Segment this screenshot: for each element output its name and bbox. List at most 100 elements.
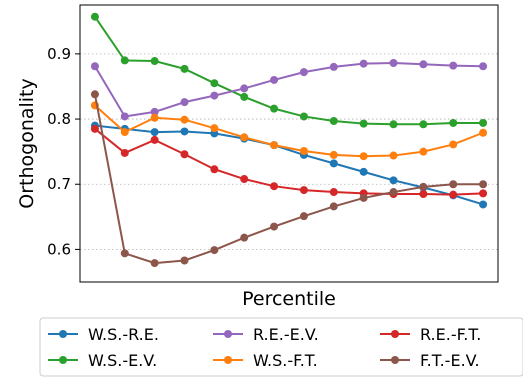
data-point [359, 152, 368, 161]
data-point [419, 60, 428, 69]
legend: W.S.-R.E. W.S.-E.V. R.E.-E.V. W.S.-F.T. R.E.… [39, 317, 523, 377]
data-point [419, 147, 428, 156]
data-point [479, 180, 488, 189]
legend-marker [224, 330, 232, 338]
series-line [94, 62, 484, 118]
series-lines [90, 12, 488, 268]
series-line [94, 104, 484, 158]
y-tick-label: 0.6 [47, 240, 71, 258]
data-point [120, 112, 129, 121]
data-point [449, 118, 458, 127]
data-point [389, 188, 398, 197]
series-line [94, 16, 484, 126]
data-point [329, 159, 338, 168]
data-point [389, 151, 398, 160]
grid-lines [80, 53, 498, 250]
data-point [359, 119, 368, 128]
data-point [270, 141, 279, 150]
legend-label: F.T.-E.V. [420, 351, 480, 370]
data-point [240, 233, 249, 242]
data-point [389, 176, 398, 185]
series-re-ev [90, 59, 488, 121]
legend-label: R.E.-E.V. [253, 325, 319, 344]
data-point [449, 190, 458, 199]
data-point [240, 92, 249, 101]
data-point [329, 62, 338, 71]
data-point [90, 90, 99, 99]
data-point [299, 186, 308, 195]
data-point [329, 150, 338, 159]
y-tick-label: 0.8 [47, 110, 71, 128]
series-ft-ev [90, 90, 488, 268]
y-tick-label: 0.7 [47, 175, 71, 193]
data-point [479, 128, 488, 137]
data-point [329, 202, 338, 211]
data-point [299, 146, 308, 155]
legend-marker [391, 356, 399, 364]
legend-marker [224, 356, 232, 364]
x-axis-label: Percentile [242, 288, 336, 310]
data-point [419, 190, 428, 199]
data-point [479, 118, 488, 127]
data-point [270, 222, 279, 231]
data-point [449, 61, 458, 70]
data-point [150, 259, 159, 268]
y-axis-ticks: 0.6 0.7 0.8 0.9 [47, 45, 80, 258]
data-point [419, 120, 428, 129]
data-point [150, 57, 159, 66]
legend-item: W.S.-F.T. [213, 351, 318, 370]
data-point [479, 62, 488, 71]
data-point [150, 107, 159, 116]
data-point [389, 59, 398, 68]
legend-item: F.T.-E.V. [380, 351, 480, 370]
data-point [180, 98, 189, 107]
data-point [120, 148, 129, 157]
data-point [180, 64, 189, 73]
data-point [449, 180, 458, 189]
data-point [479, 200, 488, 209]
data-point [389, 120, 398, 129]
legend-marker [391, 330, 399, 338]
legend-label: R.E.-F.T. [420, 325, 481, 344]
legend-item: R.E.-E.V. [213, 325, 319, 344]
plot-frame [79, 4, 499, 283]
data-point [180, 256, 189, 265]
data-point [210, 246, 219, 255]
data-point [120, 128, 129, 137]
legend-label: W.S.-E.V. [88, 351, 157, 370]
data-point [329, 188, 338, 197]
data-point [419, 182, 428, 191]
data-point [150, 128, 159, 137]
data-point [210, 165, 219, 174]
data-point [270, 104, 279, 113]
data-point [299, 212, 308, 221]
data-point [210, 124, 219, 133]
data-point [359, 167, 368, 176]
y-tick-label: 0.9 [47, 45, 71, 63]
data-point [180, 115, 189, 124]
legend-item: R.E.-F.T. [380, 325, 481, 344]
data-point [210, 79, 219, 88]
data-point [150, 135, 159, 144]
legend-label: W.S.-R.E. [88, 325, 159, 344]
data-point [449, 140, 458, 149]
data-point [240, 133, 249, 142]
legend-marker [59, 330, 67, 338]
series-line [94, 124, 484, 206]
data-point [479, 189, 488, 198]
data-point [90, 12, 99, 21]
data-point [329, 117, 338, 126]
legend-box [39, 317, 523, 377]
y-axis-label: Orthogonality [16, 78, 38, 209]
series-ws-ft [90, 101, 488, 161]
data-point [120, 249, 129, 258]
data-point [90, 124, 99, 133]
series-line [93, 94, 484, 265]
data-point [270, 182, 279, 191]
data-point [299, 112, 308, 121]
data-point [359, 193, 368, 202]
legend-label: W.S.-F.T. [253, 351, 318, 370]
series-line [94, 128, 484, 196]
data-point [240, 84, 249, 93]
